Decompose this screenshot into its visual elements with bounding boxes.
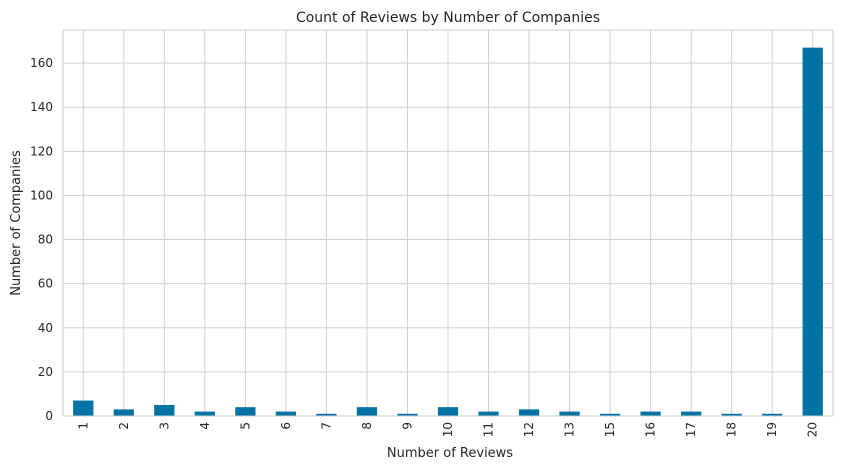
x-tick-label: 9: [400, 422, 414, 430]
y-tick-label: 0: [45, 409, 53, 423]
x-tick-label: 11: [482, 422, 496, 437]
bar: [73, 400, 94, 416]
bar: [599, 413, 621, 416]
bar: [356, 407, 378, 416]
x-tick-label: 20: [806, 422, 820, 437]
bar: [518, 409, 540, 416]
bar: [113, 409, 134, 416]
bar: [478, 411, 499, 416]
bar: [721, 413, 742, 416]
y-tick-labels: 0 20 40 60 80 100 120 140 160: [30, 56, 53, 423]
y-tick-label: 120: [30, 144, 53, 158]
x-tick-label: 10: [441, 422, 455, 437]
bar: [154, 404, 175, 416]
chart-title: Count of Reviews by Number of Companies: [296, 10, 600, 26]
x-tick-label: 16: [644, 422, 658, 437]
y-tick-label: 60: [38, 277, 53, 291]
gridlines: [63, 30, 833, 417]
bar: [275, 411, 297, 416]
y-tick-label: 80: [38, 233, 53, 247]
x-tick-label: 18: [725, 422, 739, 437]
y-tick-label: 40: [38, 321, 53, 335]
x-tick-label: 19: [765, 422, 779, 437]
bar: [235, 407, 256, 416]
x-tick-label: 13: [563, 422, 577, 437]
plot-frame: [62, 29, 834, 417]
y-tick-label: 160: [30, 56, 53, 70]
x-tick-label: 7: [319, 422, 333, 430]
bar: [762, 413, 783, 416]
x-tick-label: 5: [238, 422, 252, 430]
bar: [559, 411, 580, 416]
x-tick-label: 4: [198, 422, 212, 430]
bar: [316, 413, 337, 416]
x-tick-label: 17: [684, 422, 698, 437]
x-tick-label: 12: [522, 422, 536, 437]
x-tick-label: 15: [603, 422, 617, 437]
y-tick-label: 140: [30, 100, 53, 114]
x-axis-label: Number of Reviews: [387, 446, 513, 461]
bar: [397, 413, 418, 416]
x-tick-label: 1: [76, 422, 90, 430]
y-tick-label: 20: [38, 365, 53, 379]
x-tick-label: 8: [360, 422, 374, 430]
bar: [640, 411, 661, 416]
x-tick-label: 2: [117, 422, 131, 430]
y-tick-label: 100: [30, 188, 53, 202]
bar: [194, 411, 215, 416]
bar: [802, 47, 823, 416]
bar: [437, 407, 459, 416]
y-axis-label: Number of Companies: [9, 150, 24, 296]
x-tick-labels: 1 2 3 4 5 6 7 8 9 10 11 12 13 15 16 17 18 19 20: [76, 422, 819, 437]
x-tick-label: 6: [279, 422, 293, 430]
x-tick-label: 3: [157, 422, 171, 430]
bar: [681, 411, 702, 416]
bars: [73, 47, 823, 416]
